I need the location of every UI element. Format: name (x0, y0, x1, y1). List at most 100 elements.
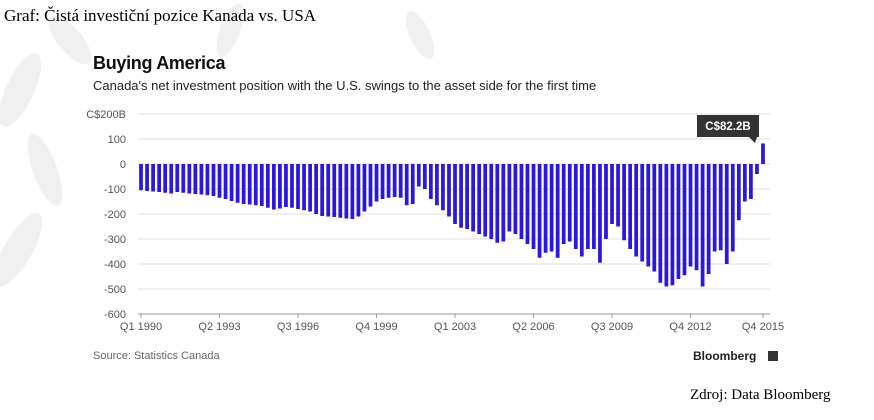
bar (265, 164, 270, 208)
bar (235, 164, 240, 203)
bar (616, 164, 620, 227)
bar (646, 164, 651, 267)
bar (139, 164, 143, 191)
bar (416, 164, 421, 187)
bar (736, 164, 741, 221)
bar (350, 164, 355, 219)
bar (284, 164, 288, 207)
bar (471, 164, 476, 232)
bar (157, 164, 162, 192)
bar (519, 164, 524, 239)
bar (398, 164, 403, 198)
bar (145, 164, 149, 191)
bar (622, 164, 626, 241)
bar (634, 164, 639, 257)
x-tick-label: Q4 1999 (355, 321, 397, 333)
bar (742, 164, 747, 202)
bar (585, 164, 590, 249)
bar (199, 164, 204, 195)
bar (531, 164, 536, 249)
bar (380, 164, 385, 199)
bar (211, 164, 216, 196)
bar (592, 164, 596, 249)
chart-subtitle: Canada's net investment position with th… (93, 78, 597, 93)
bar (193, 164, 198, 194)
bar (205, 164, 210, 196)
bar (513, 164, 518, 234)
bloomberg-square-icon (768, 351, 778, 361)
bar (652, 164, 657, 272)
bar (302, 164, 306, 211)
bar (688, 164, 693, 267)
page-caption: Graf: Čistá investiční pozice Kanada vs.… (4, 6, 317, 25)
bar (628, 164, 633, 249)
bar (422, 164, 427, 189)
callout-label: C$82.2B (705, 121, 750, 133)
y-tick-label: 0 (120, 159, 126, 171)
bar (290, 164, 294, 208)
y-tick-label: -400 (104, 259, 126, 271)
x-tick-label: Q2 2006 (512, 321, 554, 333)
bar (308, 164, 312, 212)
bar (670, 164, 675, 286)
y-tick-label: C$200B (86, 109, 126, 121)
bar (489, 164, 494, 239)
bar (447, 164, 451, 217)
bar (676, 164, 681, 279)
bar (507, 164, 512, 232)
bar (525, 164, 530, 244)
bar (749, 164, 753, 199)
y-tick-label: -500 (104, 284, 126, 296)
bar (755, 164, 759, 174)
bar (332, 164, 337, 217)
bar (718, 164, 723, 251)
bar (181, 164, 186, 193)
y-tick-label: -600 (104, 309, 126, 321)
bar (658, 164, 663, 283)
bar (404, 164, 409, 206)
y-tick-label: -100 (104, 184, 126, 196)
bar (296, 164, 300, 209)
bar (344, 164, 349, 219)
bar (163, 164, 168, 193)
bar (271, 164, 276, 210)
x-tick-label: Q3 1996 (277, 321, 319, 333)
bar (338, 164, 343, 218)
footer-credit: Zdroj: Data Bloomberg (690, 387, 831, 403)
bar (187, 164, 192, 194)
x-tick-label: Q1 1990 (120, 321, 162, 333)
bar (175, 164, 180, 192)
y-tick-label: -200 (104, 209, 126, 221)
bar (549, 164, 554, 252)
bar (247, 164, 252, 205)
callout-box (696, 115, 759, 137)
bar (483, 164, 488, 237)
bar (428, 164, 433, 199)
bar (410, 164, 415, 204)
chart-title: Buying America (93, 53, 226, 73)
bar (724, 164, 729, 264)
bar (761, 143, 765, 164)
bar (598, 164, 602, 263)
bar (561, 164, 566, 244)
x-tick-label: Q3 2009 (591, 321, 633, 333)
bar (465, 164, 469, 229)
bar (501, 164, 506, 242)
bar (730, 164, 735, 252)
x-tick-label: Q4 2015 (742, 321, 784, 333)
bar (579, 164, 584, 257)
bar (362, 164, 367, 212)
source-note: Source: Statistics Canada (93, 350, 220, 362)
bar (435, 164, 439, 206)
bar (229, 164, 234, 201)
bar (441, 164, 445, 211)
bar (700, 164, 705, 287)
bar (253, 164, 258, 206)
bar (543, 164, 548, 253)
x-tick-label: Q2 1993 (198, 321, 240, 333)
bar (477, 164, 482, 234)
bar (712, 164, 717, 252)
bar (604, 164, 608, 239)
y-tick-label: 100 (108, 134, 126, 146)
bar (537, 164, 542, 258)
